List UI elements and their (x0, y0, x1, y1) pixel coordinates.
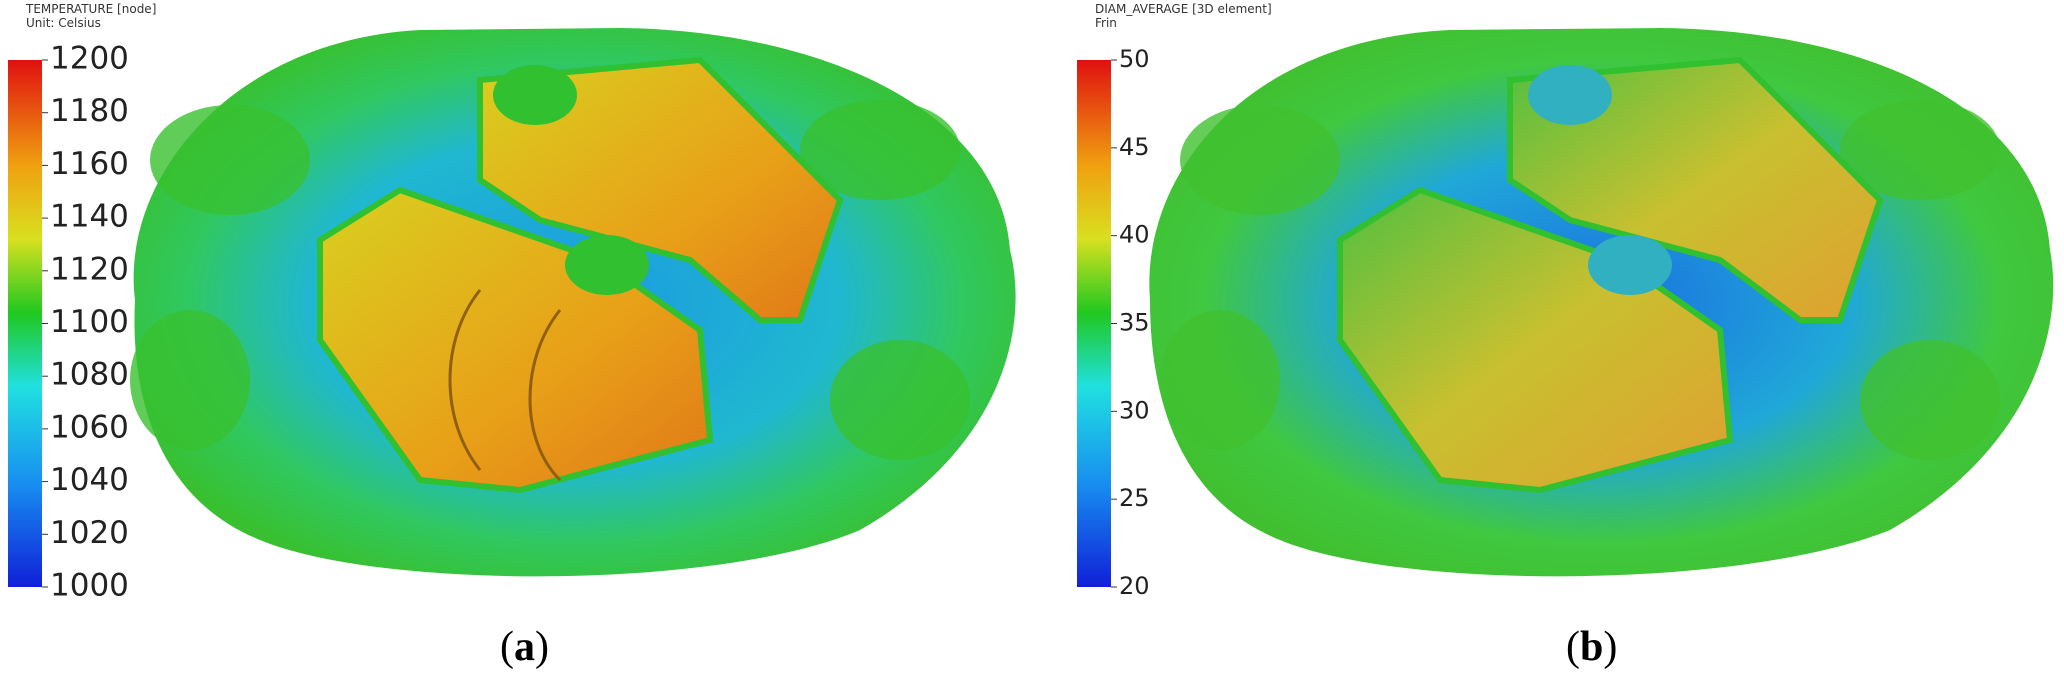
colorbar-tick-label: 1080 (50, 357, 129, 393)
colorbar-tick-label: 1120 (50, 251, 129, 287)
caption-part: b (1580, 624, 1603, 670)
render-b (1149, 28, 2054, 577)
caption-part: a (514, 624, 535, 670)
caption: (a) (500, 624, 549, 670)
colorbar (8, 60, 42, 587)
colorbar-tick-label: 1180 (50, 93, 129, 129)
colorbar-tick-label: 1160 (50, 146, 129, 182)
colorbar-tick-label: 1100 (50, 304, 129, 340)
caption-part: ) (535, 624, 549, 670)
colorbar-tick-label: 1020 (50, 515, 129, 551)
render-a (130, 28, 1016, 577)
caption-part: ( (500, 624, 514, 670)
colorbar-unit: Frin (1095, 16, 1117, 30)
colorbar-tick-label: 1200 (50, 41, 129, 77)
colorbar-unit: Unit: Celsius (26, 16, 101, 30)
colorbar-tick-label: 1000 (50, 568, 129, 604)
colorbar-tick-label: 50 (1119, 45, 1150, 73)
colorbar-tick-label: 1140 (50, 199, 129, 235)
colorbar-tick-label: 1060 (50, 409, 129, 445)
colorbar-tick-label: 1040 (50, 462, 129, 498)
colorbar-tick-label: 20 (1119, 572, 1150, 600)
colorbar-tick-label: 40 (1119, 221, 1150, 249)
colorbar (1077, 60, 1111, 587)
colorbar-tick-label: 45 (1119, 133, 1150, 161)
colorbar-tick-label: 30 (1119, 396, 1150, 424)
colorbar-tick-label: 35 (1119, 309, 1150, 337)
colorbar-tick-label: 25 (1119, 484, 1150, 512)
colorbar-title: TEMPERATURE [node] (25, 2, 156, 16)
caption-part: ) (1603, 624, 1617, 670)
caption: (b) (1566, 624, 1617, 670)
colorbar-title: DIAM_AVERAGE [3D element] (1095, 2, 1272, 16)
caption-part: ( (1566, 624, 1580, 670)
